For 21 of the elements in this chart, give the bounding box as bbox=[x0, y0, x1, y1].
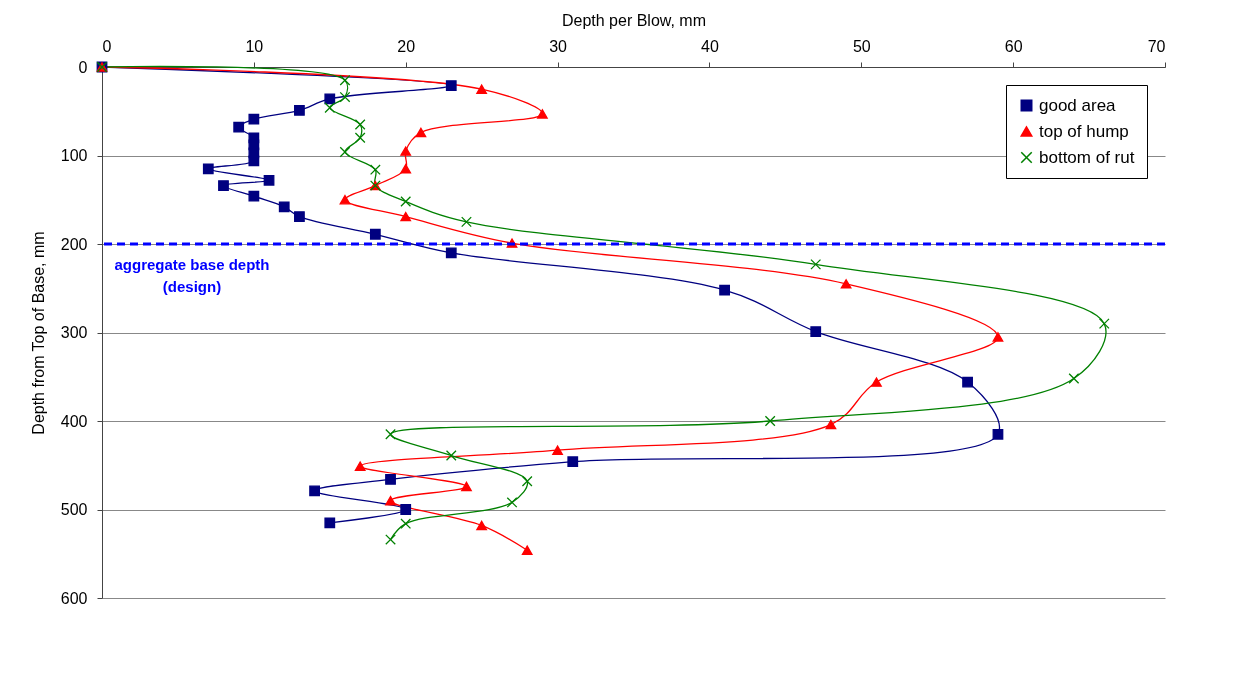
y-axis-title: Depth from Top of Base, mm bbox=[29, 231, 47, 435]
y-tick-label: 400 bbox=[60, 412, 88, 430]
y-tick-label: 300 bbox=[60, 324, 88, 341]
x-tick-label: 30 bbox=[549, 37, 568, 55]
y-tick-label: 500 bbox=[60, 501, 88, 518]
y-tick-label: 0 bbox=[78, 58, 88, 76]
x-axis-title: Depth per Blow, mm bbox=[561, 11, 707, 29]
x-tick-label: 50 bbox=[852, 37, 871, 55]
y-tick-label: 200 bbox=[60, 235, 88, 253]
x-tick-label: 0 bbox=[102, 37, 112, 55]
y-tick-label: 100 bbox=[60, 147, 88, 164]
legend-label: good area bbox=[1039, 95, 1117, 115]
x-tick-label: 20 bbox=[397, 37, 416, 55]
legend-label: top of hump bbox=[1039, 121, 1129, 141]
x-tick-label: 10 bbox=[245, 37, 264, 55]
x-tick-label: 60 bbox=[1004, 37, 1023, 55]
ref-line-label: aggregate base depth (design) bbox=[114, 256, 270, 295]
legend-label: bottom of rut bbox=[1039, 147, 1135, 167]
x-tick-label: 40 bbox=[701, 37, 719, 55]
y-tick-label: 600 bbox=[60, 589, 88, 607]
x-tick-label: 70 bbox=[1147, 37, 1166, 55]
